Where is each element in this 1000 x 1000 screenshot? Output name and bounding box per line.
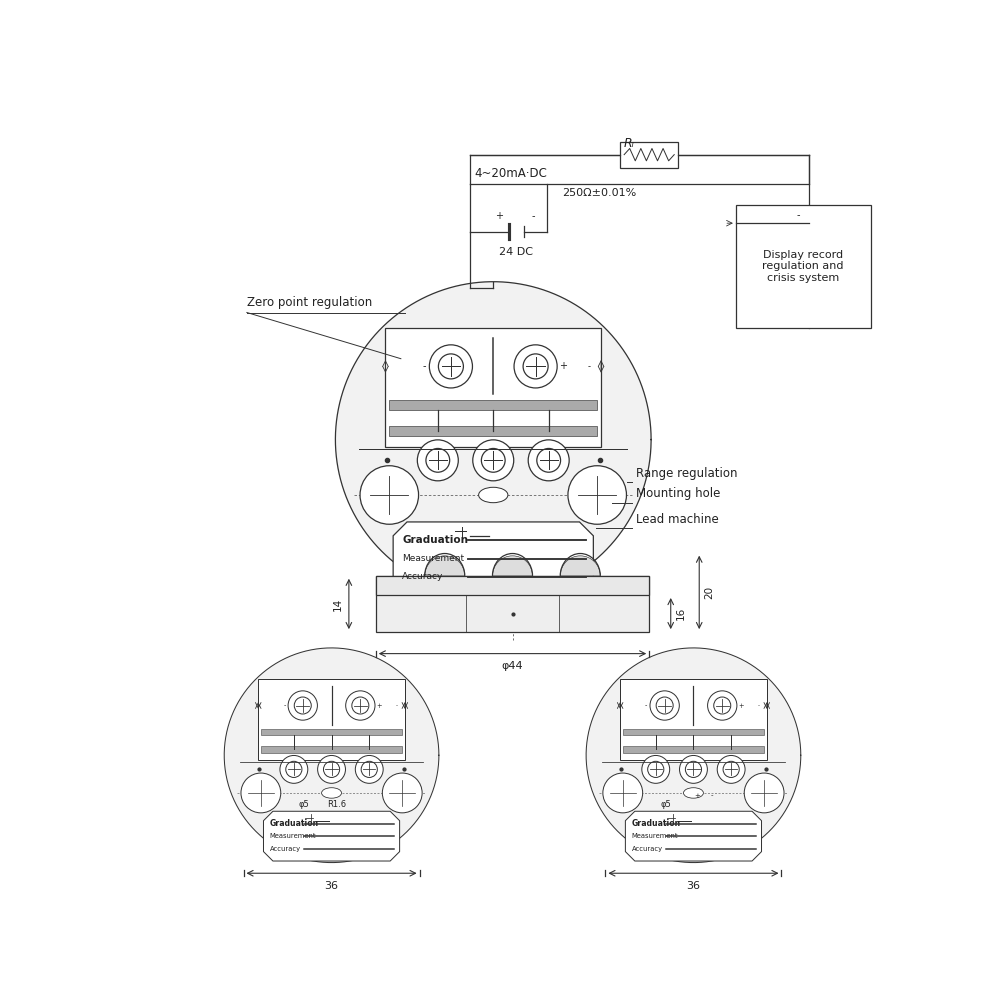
Circle shape (680, 755, 707, 783)
Circle shape (360, 466, 419, 524)
Circle shape (241, 773, 281, 813)
Text: φ5: φ5 (661, 800, 672, 809)
Ellipse shape (479, 487, 508, 503)
Circle shape (355, 755, 383, 783)
Bar (376, 576, 649, 632)
Text: -: - (532, 211, 535, 221)
Text: +: + (495, 211, 503, 221)
Text: 36: 36 (686, 881, 700, 891)
Circle shape (603, 773, 643, 813)
Circle shape (528, 440, 569, 481)
Bar (376, 576, 649, 595)
Text: Measurement: Measurement (402, 554, 465, 563)
Ellipse shape (684, 788, 703, 798)
Ellipse shape (322, 788, 341, 798)
Text: -: - (645, 703, 648, 709)
Text: +: + (559, 361, 567, 371)
Circle shape (288, 691, 317, 720)
Text: +: + (695, 793, 701, 799)
Text: 24 DC: 24 DC (499, 247, 533, 257)
Bar (261, 746, 402, 753)
Text: Accuracy: Accuracy (402, 572, 444, 581)
Text: Lead machine: Lead machine (636, 513, 718, 526)
Circle shape (318, 755, 345, 783)
Bar (389, 400, 597, 410)
Bar (385, 328, 601, 447)
Wedge shape (425, 556, 465, 576)
Polygon shape (625, 811, 762, 861)
Text: Mounting hole: Mounting hole (636, 487, 720, 500)
Text: -: - (283, 703, 286, 709)
Circle shape (382, 773, 422, 813)
Text: 250Ω±0.01%: 250Ω±0.01% (563, 188, 637, 198)
Wedge shape (560, 556, 600, 576)
Bar (389, 426, 597, 436)
Circle shape (717, 755, 745, 783)
Text: -: - (422, 361, 426, 371)
Text: Zero point regulation: Zero point regulation (247, 296, 372, 309)
Bar (623, 729, 764, 735)
Circle shape (708, 691, 737, 720)
Text: Graduation: Graduation (402, 535, 468, 545)
Polygon shape (586, 648, 801, 863)
Text: -: - (588, 362, 591, 371)
Text: Display record
regulation and
crisis system: Display record regulation and crisis sys… (762, 250, 844, 283)
Text: R1.6: R1.6 (327, 800, 346, 809)
Circle shape (744, 773, 784, 813)
Text: -: - (796, 210, 800, 220)
Text: -: - (396, 703, 398, 708)
Text: Measurement: Measurement (632, 833, 678, 839)
Text: Rₗ: Rₗ (624, 137, 635, 150)
Text: 16: 16 (675, 607, 685, 620)
Text: Accuracy: Accuracy (632, 846, 663, 852)
Circle shape (650, 691, 679, 720)
Bar (620, 142, 678, 168)
Bar (258, 679, 405, 760)
Polygon shape (224, 648, 439, 863)
Bar (623, 746, 764, 753)
Text: Accuracy: Accuracy (270, 846, 301, 852)
Text: +: + (376, 703, 381, 709)
Text: φ44: φ44 (502, 661, 523, 671)
Text: 36: 36 (325, 881, 339, 891)
Polygon shape (335, 282, 651, 597)
Text: 14: 14 (333, 597, 343, 611)
Text: -: - (711, 793, 713, 799)
Circle shape (473, 440, 514, 481)
Bar (261, 729, 402, 735)
Text: Graduation: Graduation (632, 819, 681, 828)
Text: Graduation: Graduation (270, 819, 319, 828)
Circle shape (346, 691, 375, 720)
Circle shape (568, 466, 626, 524)
Circle shape (280, 755, 308, 783)
Text: -: - (758, 703, 760, 708)
Circle shape (417, 440, 458, 481)
Wedge shape (492, 556, 533, 576)
Bar (620, 679, 767, 760)
Circle shape (642, 755, 670, 783)
Text: 20: 20 (704, 586, 714, 599)
Circle shape (429, 345, 472, 388)
Polygon shape (393, 522, 593, 595)
Polygon shape (263, 811, 400, 861)
Text: Range regulation: Range regulation (636, 467, 737, 480)
Text: φ5: φ5 (299, 800, 310, 809)
Text: Measurement: Measurement (270, 833, 316, 839)
Text: +: + (738, 703, 743, 709)
Circle shape (514, 345, 557, 388)
Bar (736, 205, 871, 328)
Text: 4~20mA·DC: 4~20mA·DC (474, 167, 547, 180)
